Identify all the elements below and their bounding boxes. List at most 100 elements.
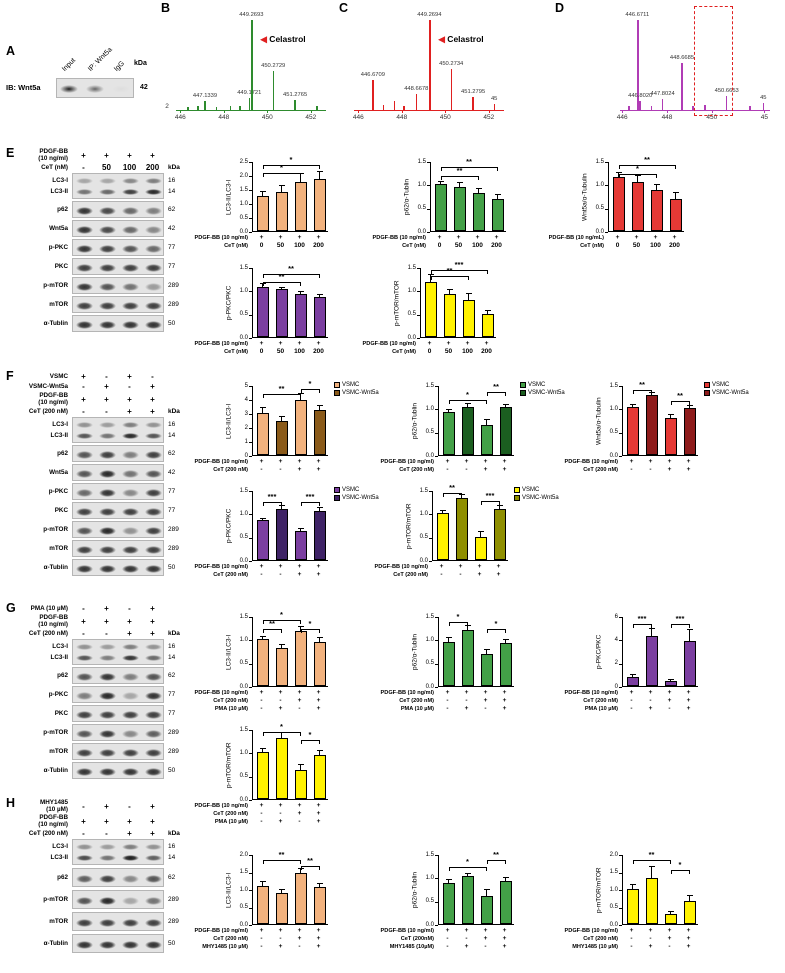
legend-swatch <box>334 390 340 396</box>
y-tick-mark <box>249 872 252 874</box>
y-axis-label: p-PKC/PKC <box>595 634 603 670</box>
condition-label: PDGF-BB (10 ng/ml) <box>194 341 248 347</box>
mass-spectrum-c: 446 448 450 452 446.6709 448.6678 449.2694 ◀ Ce… <box>346 6 514 134</box>
blot-strip <box>72 173 164 199</box>
y-tick-mark <box>435 386 438 387</box>
error-bar <box>281 644 282 648</box>
condition-symbol: + <box>502 705 507 712</box>
error-bar-cap <box>615 171 622 173</box>
chart-h-p62: p62/α-Tublin * ** 0.0 0.5 1.0 1.5 PDGF-BB (10 n… <box>381 843 588 965</box>
condition-symbol: 0 <box>259 242 264 249</box>
plot-area: *** *** <box>622 614 698 687</box>
protein-band <box>145 710 162 719</box>
y-tick-label: 1.5 <box>239 264 248 271</box>
protein-band <box>145 422 162 428</box>
condition-symbol: 0 <box>437 242 442 249</box>
y-tick-mark <box>435 901 438 903</box>
significance-stars: * <box>456 611 460 621</box>
protein-band <box>122 672 139 681</box>
kda-value: 16 14 <box>168 177 176 195</box>
condition-symbol: + <box>456 234 461 241</box>
condition-label: PDGF-BB (10 ng/ml) <box>362 341 416 347</box>
condition-symbol: + <box>502 943 507 950</box>
condition-label: PDGF-BB (10 ng/ml) <box>564 928 618 934</box>
blot-row: PKC 77 <box>8 502 218 519</box>
protein-band <box>76 244 93 253</box>
protein-band <box>122 564 139 573</box>
y-tick-mark <box>427 162 430 163</box>
bar <box>294 182 307 231</box>
annotation-text: Celastrol <box>444 34 484 44</box>
y-tick-label: 0.0 <box>609 452 618 459</box>
error-bar-cap <box>502 404 509 406</box>
blot-strip <box>72 296 164 313</box>
protein-band <box>99 507 116 516</box>
arrow-icon: ◀ <box>438 34 445 44</box>
condition-symbol: + <box>297 466 302 473</box>
condition-symbol: + <box>464 705 469 712</box>
error-bar-cap <box>629 883 636 885</box>
kda-value: 77 <box>168 262 176 270</box>
condition-symbol: + <box>502 458 507 465</box>
error-bar-cap <box>653 184 660 186</box>
condition-symbol: - <box>260 705 263 712</box>
protein-band <box>99 320 116 329</box>
significance-stars: * <box>280 610 283 620</box>
protein-label: mTOR <box>49 918 68 925</box>
condition-symbol: + <box>464 943 469 950</box>
blot-condition-row: VSMC-Wnt5a - + - + <box>8 382 218 391</box>
blot-condition-symbol: + <box>150 816 155 826</box>
significance-bracket <box>618 165 676 170</box>
peak <box>450 68 452 110</box>
protein-band <box>122 710 139 719</box>
error-bar <box>499 505 500 509</box>
protein-band <box>99 940 116 949</box>
bar <box>480 896 493 924</box>
significance-bracket <box>448 866 487 871</box>
y-tick-label: 1.0 <box>407 287 416 294</box>
peak <box>239 105 241 110</box>
condition-symbol: + <box>316 689 321 696</box>
condition-symbol: + <box>297 340 302 347</box>
bar <box>480 424 493 455</box>
edge-label: 2 <box>165 103 169 110</box>
peak-label: 446.6709 <box>360 72 385 79</box>
celastrol-annotation: ◀ Celastrol <box>438 34 483 45</box>
blot-condition-label: PDGF-BB (10 ng/ml) <box>38 814 68 828</box>
significance-stars: *** <box>637 614 647 623</box>
bar <box>631 182 644 231</box>
significance-bracket <box>300 628 320 633</box>
annotation-text: Celastrol <box>266 34 306 44</box>
error-bar-cap <box>297 172 304 174</box>
x-tick-label: 450 <box>706 114 718 121</box>
x-axis <box>176 110 326 111</box>
blot-strip <box>72 315 164 332</box>
protein-band <box>122 450 139 459</box>
y-tick-mark <box>605 232 608 233</box>
protein-band <box>145 564 162 573</box>
condition-label: CeT (200 nM) <box>213 467 248 473</box>
protein-band <box>99 767 116 776</box>
condition-symbol: + <box>496 563 501 570</box>
significance-stars: ** <box>449 483 455 493</box>
protein-band <box>76 507 93 516</box>
condition-symbol: + <box>458 563 463 570</box>
blot-condition-symbol: + <box>104 604 109 613</box>
error-bar <box>281 732 282 739</box>
legend-item: VSMC <box>520 382 565 388</box>
legend: VSMC VSMC-Wnt5a <box>334 487 379 503</box>
error-bar <box>300 394 301 401</box>
error-bar-cap <box>502 876 509 878</box>
y-tick-mark <box>429 537 432 539</box>
blot-row: α-Tublin 50 <box>8 315 218 332</box>
error-bar <box>461 494 462 499</box>
protein-band <box>99 691 116 700</box>
protein-label: LC3-I LC3-II <box>50 177 69 195</box>
significance-stars: * <box>678 859 682 869</box>
protein-band <box>122 225 139 234</box>
protein-band <box>112 85 130 93</box>
error-bar-cap <box>259 635 266 637</box>
protein-band <box>145 672 162 681</box>
y-tick-label: 0.0 <box>417 228 426 235</box>
bar <box>294 531 307 560</box>
